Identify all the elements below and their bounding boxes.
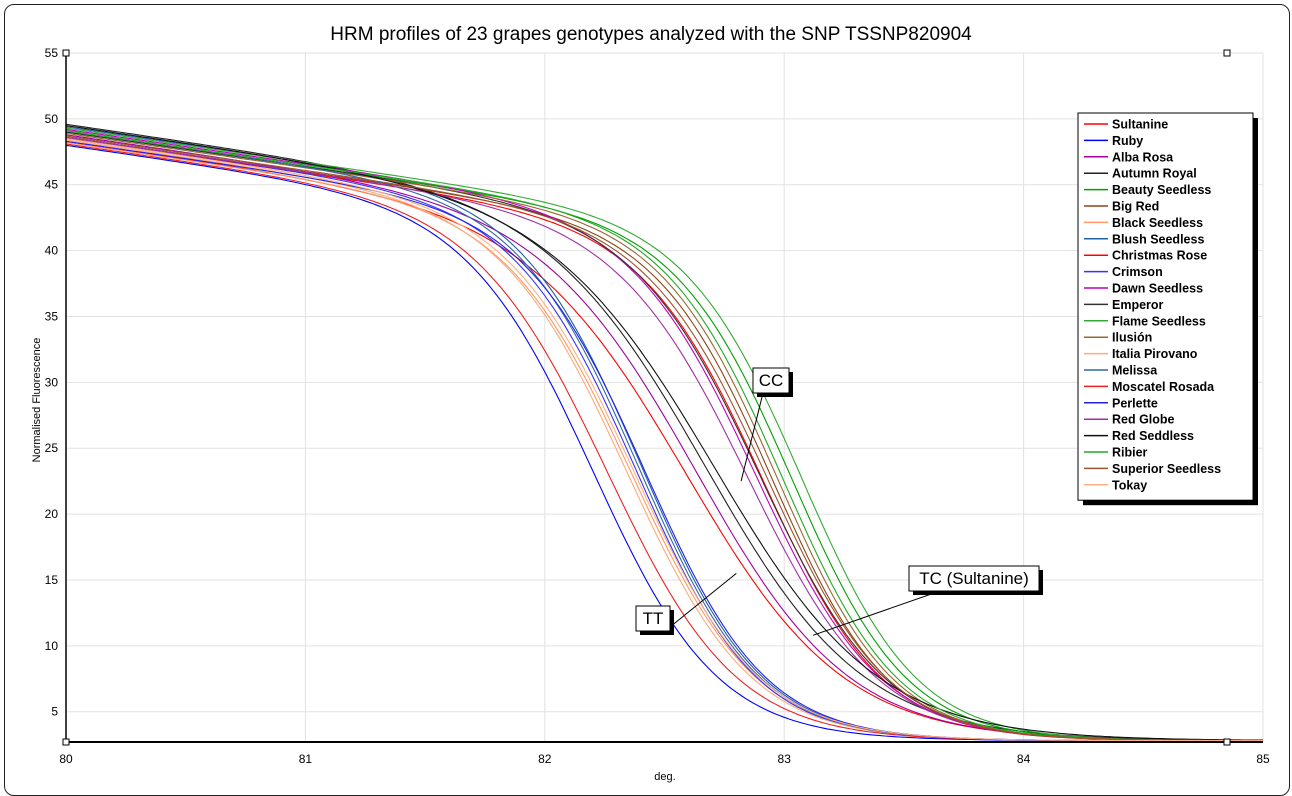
legend: Sultanine Ruby Alba Rosa Autumn Royal Beauty… bbox=[1077, 112, 1258, 506]
legend-entry: Tokay bbox=[1112, 478, 1147, 492]
legend-entry: Dawn Seedless bbox=[1112, 282, 1203, 296]
legend-entry: Melissa bbox=[1112, 364, 1158, 378]
x-tick-label: 81 bbox=[299, 752, 313, 766]
corner-marker bbox=[62, 738, 70, 746]
y-axis-label: Normalised Fluorescence bbox=[31, 338, 43, 463]
annotation-box bbox=[635, 605, 671, 632]
legend-entry: Ruby bbox=[1112, 134, 1143, 148]
legend-entry: Blush Seedless bbox=[1112, 232, 1204, 246]
series-line bbox=[65, 125, 1263, 741]
y-tick-label: 5 bbox=[51, 705, 58, 719]
annotation-label: TT bbox=[643, 609, 664, 628]
chart-title: HRM profiles of 23 grapes genotypes anal… bbox=[330, 24, 972, 45]
x-tick-label: 85 bbox=[1256, 752, 1270, 766]
legend-entry: Autumn Royal bbox=[1112, 167, 1197, 181]
y-tick-label: 40 bbox=[45, 244, 59, 258]
corner-marker bbox=[1223, 49, 1231, 57]
legend-entry: Christmas Rose bbox=[1112, 249, 1207, 263]
legend-entry: Big Red bbox=[1112, 200, 1159, 214]
x-tick-label: 83 bbox=[778, 752, 792, 766]
y-tick-label: 30 bbox=[45, 375, 59, 389]
axes: 80 81 82 83 84 85 5 10 15 20 25 30 35 40 45 50 55 bbox=[45, 46, 1270, 766]
y-tick-label: 25 bbox=[45, 441, 59, 455]
y-tick-label: 15 bbox=[45, 573, 59, 587]
legend-entry: Flame Seedless bbox=[1112, 314, 1206, 328]
y-tick-label: 50 bbox=[45, 112, 59, 126]
y-tick-label: 35 bbox=[45, 309, 59, 323]
legend-entry: Ribier bbox=[1112, 446, 1148, 460]
y-tick-label: 10 bbox=[45, 639, 59, 653]
legend-entry: Red Seddless bbox=[1112, 429, 1194, 443]
y-tick-label: 20 bbox=[45, 507, 59, 521]
series-line bbox=[65, 138, 1263, 742]
annotation-label: CC bbox=[759, 371, 784, 390]
x-tick-label: 82 bbox=[538, 752, 552, 766]
annotation-leader bbox=[812, 590, 941, 636]
x-tick-label: 80 bbox=[59, 752, 73, 766]
corner-marker bbox=[1223, 738, 1231, 746]
legend-entry: Beauty Seedless bbox=[1112, 183, 1211, 197]
legend-entry: Red Globe bbox=[1112, 413, 1175, 427]
legend-entry: Sultanine bbox=[1112, 118, 1168, 132]
annotation-box bbox=[752, 367, 790, 394]
annotation-label: TC (Sultanine) bbox=[919, 569, 1029, 588]
annotations: CC TC (Sultanine) TT bbox=[635, 367, 1043, 636]
legend-entry: Crimson bbox=[1112, 265, 1163, 279]
legend-entry: Perlette bbox=[1112, 396, 1158, 410]
legend-entry: Superior Seedless bbox=[1112, 462, 1221, 476]
legend-entry: Ilusión bbox=[1112, 331, 1152, 345]
y-tick-label: 55 bbox=[45, 46, 59, 60]
annotation-leader bbox=[669, 572, 737, 628]
chart-frame bbox=[4, 4, 1290, 796]
corner-marker bbox=[62, 49, 70, 57]
annotation-leader bbox=[740, 392, 764, 482]
legend-entry: Black Seedless bbox=[1112, 216, 1203, 230]
legend-entry: Moscatel Rosada bbox=[1112, 380, 1215, 394]
annotation-box bbox=[908, 565, 1040, 592]
x-tick-label: 84 bbox=[1017, 752, 1031, 766]
legend-entry: Alba Rosa bbox=[1112, 150, 1174, 164]
y-tick-label: 45 bbox=[45, 178, 59, 192]
legend-entry: Italia Pirovano bbox=[1112, 347, 1198, 361]
legend-entry: Emperor bbox=[1112, 298, 1164, 312]
x-axis-label: deg. bbox=[654, 771, 675, 783]
series-line bbox=[65, 135, 1263, 742]
